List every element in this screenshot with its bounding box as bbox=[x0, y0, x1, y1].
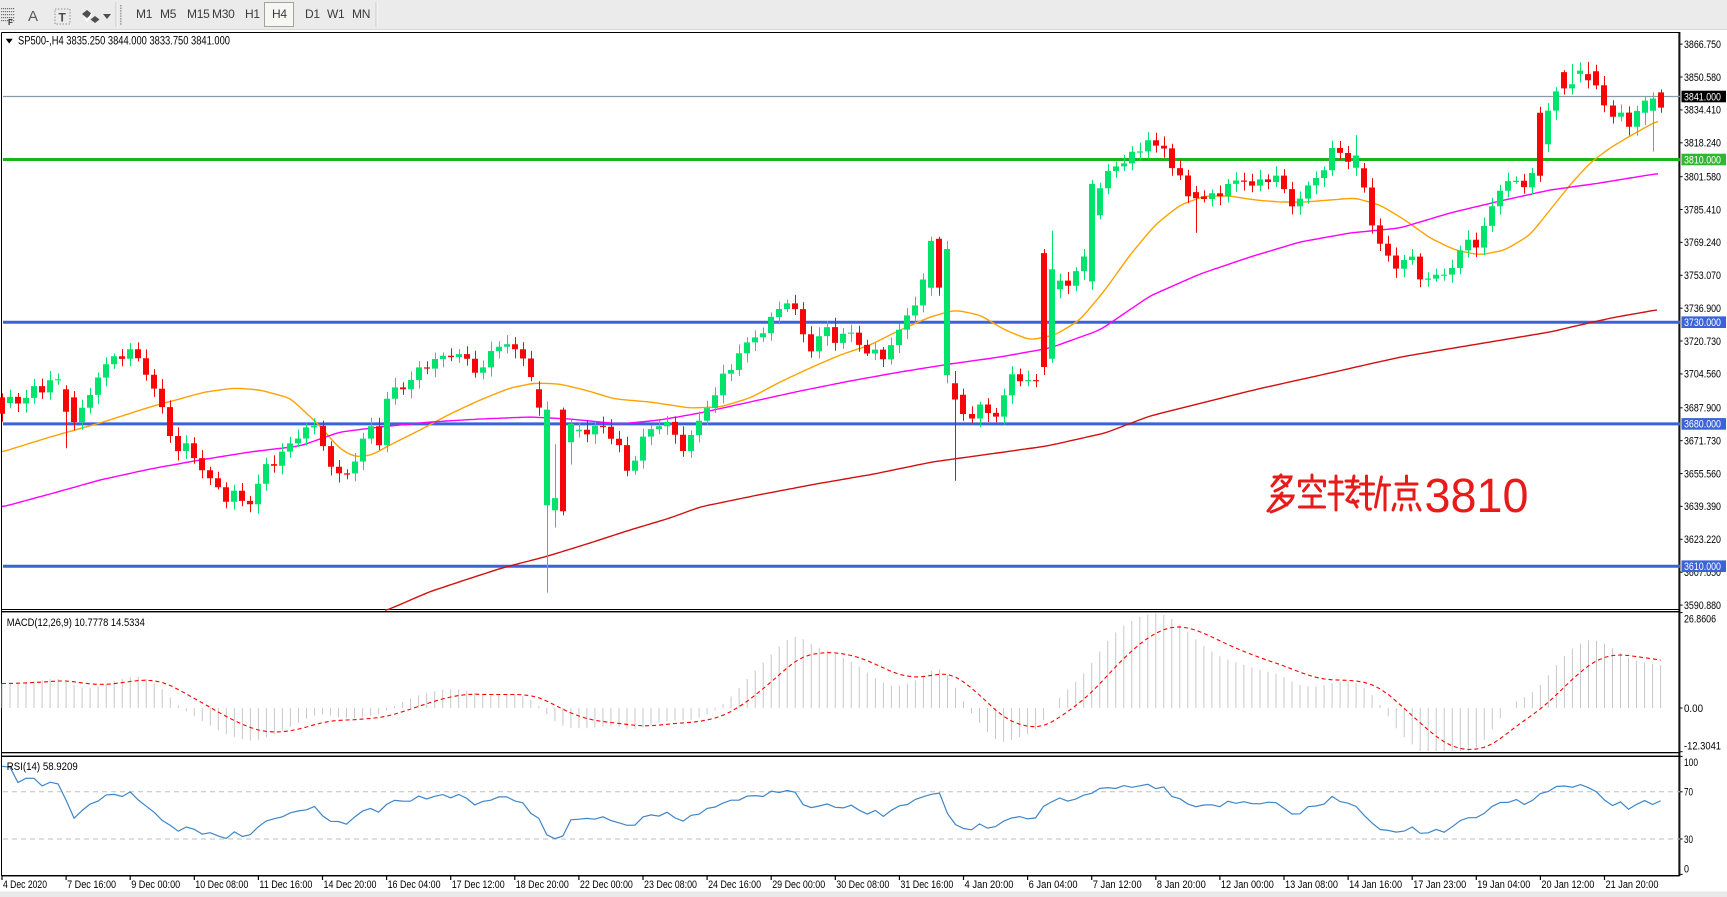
svg-text:3785.410: 3785.410 bbox=[1684, 204, 1721, 216]
svg-text:SP500-,H4 3835.250 3844.000 3: SP500-,H4 3835.250 3844.000 3833.750 384… bbox=[18, 34, 230, 48]
svg-text:T: T bbox=[59, 11, 67, 25]
svg-text:3639.390: 3639.390 bbox=[1684, 501, 1721, 513]
svg-text:6 Jan 04:00: 6 Jan 04:00 bbox=[1029, 879, 1078, 891]
svg-text:11 Dec 16:00: 11 Dec 16:00 bbox=[259, 879, 312, 891]
svg-text:3736.900: 3736.900 bbox=[1684, 303, 1721, 315]
svg-text:3810: 3810 bbox=[1425, 469, 1529, 523]
svg-text:30 Dec 08:00: 30 Dec 08:00 bbox=[836, 879, 889, 891]
svg-text:3769.240: 3769.240 bbox=[1684, 237, 1721, 249]
svg-text:0: 0 bbox=[1684, 863, 1689, 875]
svg-text:3753.070: 3753.070 bbox=[1684, 270, 1721, 282]
svg-text:7 Jan 12:00: 7 Jan 12:00 bbox=[1093, 879, 1142, 891]
svg-text:3834.410: 3834.410 bbox=[1684, 105, 1721, 117]
svg-text:3810.000: 3810.000 bbox=[1684, 154, 1721, 166]
svg-text:8 Jan 20:00: 8 Jan 20:00 bbox=[1157, 879, 1206, 891]
svg-text:14 Jan 16:00: 14 Jan 16:00 bbox=[1349, 879, 1402, 891]
svg-text:100: 100 bbox=[1684, 757, 1698, 769]
svg-text:MACD(12,26,9) 10.7778 14.5334: MACD(12,26,9) 10.7778 14.5334 bbox=[7, 617, 145, 629]
svg-text:70: 70 bbox=[1684, 787, 1693, 799]
svg-text:4 Dec 2020: 4 Dec 2020 bbox=[3, 879, 47, 891]
svg-text:26.8606: 26.8606 bbox=[1684, 613, 1716, 625]
svg-text:3720.730: 3720.730 bbox=[1684, 336, 1721, 348]
svg-text:9 Dec 00:00: 9 Dec 00:00 bbox=[131, 879, 180, 891]
svg-text:3866.750: 3866.750 bbox=[1684, 39, 1721, 51]
svg-text:31 Dec 16:00: 31 Dec 16:00 bbox=[900, 879, 953, 891]
svg-text:23 Dec 08:00: 23 Dec 08:00 bbox=[644, 879, 697, 891]
svg-text:3671.730: 3671.730 bbox=[1684, 436, 1721, 448]
svg-text:3818.240: 3818.240 bbox=[1684, 138, 1721, 150]
svg-text:4 Jan 20:00: 4 Jan 20:00 bbox=[965, 879, 1014, 891]
svg-text:18 Dec 20:00: 18 Dec 20:00 bbox=[516, 879, 569, 891]
svg-text:29 Dec 00:00: 29 Dec 00:00 bbox=[772, 879, 825, 891]
svg-text:30: 30 bbox=[1684, 834, 1693, 846]
svg-text:17 Jan 23:00: 17 Jan 23:00 bbox=[1413, 879, 1466, 891]
svg-text:3687.900: 3687.900 bbox=[1684, 403, 1721, 415]
svg-text:-12.3041: -12.3041 bbox=[1684, 741, 1721, 753]
svg-text:3704.560: 3704.560 bbox=[1684, 369, 1721, 381]
svg-text:3655.560: 3655.560 bbox=[1684, 468, 1721, 480]
svg-text:17 Dec 12:00: 17 Dec 12:00 bbox=[452, 879, 505, 891]
svg-text:3680.000: 3680.000 bbox=[1684, 419, 1721, 431]
svg-text:3730.000: 3730.000 bbox=[1684, 317, 1721, 329]
svg-text:16 Dec 04:00: 16 Dec 04:00 bbox=[388, 879, 441, 891]
svg-text:3590.880: 3590.880 bbox=[1684, 600, 1721, 612]
svg-text:RSI(14) 58.9209: RSI(14) 58.9209 bbox=[7, 761, 78, 773]
svg-text:0.00: 0.00 bbox=[1684, 703, 1703, 715]
svg-text:10 Dec 08:00: 10 Dec 08:00 bbox=[195, 879, 248, 891]
svg-text:12 Jan 00:00: 12 Jan 00:00 bbox=[1221, 879, 1274, 891]
svg-text:14 Dec 20:00: 14 Dec 20:00 bbox=[324, 879, 377, 891]
svg-text:22 Dec 00:00: 22 Dec 00:00 bbox=[580, 879, 633, 891]
svg-text:7 Dec 16:00: 7 Dec 16:00 bbox=[67, 879, 116, 891]
svg-text:3623.220: 3623.220 bbox=[1684, 534, 1721, 546]
svg-text:3801.580: 3801.580 bbox=[1684, 172, 1721, 184]
svg-text:3610.000: 3610.000 bbox=[1684, 561, 1721, 573]
svg-text:F: F bbox=[8, 18, 13, 27]
svg-text:A: A bbox=[28, 8, 38, 25]
svg-text:13 Jan 08:00: 13 Jan 08:00 bbox=[1285, 879, 1338, 891]
svg-text:3850.580: 3850.580 bbox=[1684, 72, 1721, 84]
svg-text:3841.000: 3841.000 bbox=[1684, 91, 1721, 103]
svg-text:19 Jan 04:00: 19 Jan 04:00 bbox=[1477, 879, 1530, 891]
svg-text:24 Dec 16:00: 24 Dec 16:00 bbox=[708, 879, 761, 891]
svg-text:21 Jan 20:00: 21 Jan 20:00 bbox=[1606, 879, 1659, 891]
svg-text:20 Jan 12:00: 20 Jan 12:00 bbox=[1541, 879, 1594, 891]
